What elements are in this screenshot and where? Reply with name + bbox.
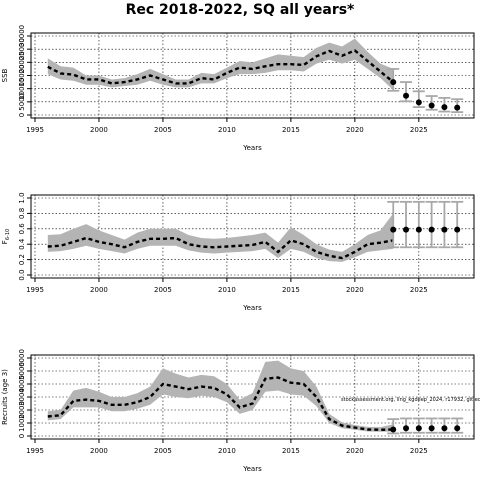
y-tick-label: 4000 xyxy=(18,375,26,393)
y-tick-label: 0.6 xyxy=(18,223,26,235)
forecast-2027 xyxy=(438,417,451,434)
forecast-point xyxy=(390,426,397,433)
x-tick-label: 2015 xyxy=(282,447,300,455)
panel-ssb: 1995 2000 2005 2010 2015 2020 2025 0 50001000015… xyxy=(1,25,475,152)
x-tick-label: 2000 xyxy=(90,286,108,294)
forecast-point xyxy=(454,425,461,432)
x-tick-label: 2025 xyxy=(410,286,428,294)
y-tick-label: 2000 xyxy=(18,401,26,419)
y-tick-label: 0.4 xyxy=(18,238,26,250)
estimate-line xyxy=(47,49,394,85)
y-tick-label: 0 xyxy=(18,113,26,117)
y-axis-label: SSB xyxy=(1,68,9,82)
estimate-line xyxy=(47,376,394,431)
forecast-2028 xyxy=(451,417,464,434)
forecast-point xyxy=(390,226,397,233)
x-axis-label: Years xyxy=(242,465,262,473)
y-tick-label: 3000 xyxy=(18,388,26,406)
forecast-point xyxy=(441,226,448,233)
forecast-point xyxy=(441,425,448,432)
confidence-band xyxy=(47,38,394,90)
y-tick-label: 5000 xyxy=(18,362,26,380)
forecast-point xyxy=(390,79,397,86)
forecast-2026 xyxy=(425,200,438,249)
x-tick-label: 2005 xyxy=(154,126,172,134)
forecast-point xyxy=(415,425,422,432)
forecast-2025 xyxy=(412,90,425,108)
forecast-2024 xyxy=(400,417,413,434)
annotation-text: stockassessment.org, ling_kgdeep_2024, r… xyxy=(341,397,480,403)
plot-frame xyxy=(30,194,475,279)
y-tick-label: 0.8 xyxy=(18,208,26,219)
forecast-2027 xyxy=(438,200,451,249)
forecast-2023 xyxy=(387,418,400,435)
forecast-2028 xyxy=(451,200,464,249)
x-tick-label: 2005 xyxy=(154,447,172,455)
forecast-2025 xyxy=(412,417,425,434)
y-tick-label: 0.0 xyxy=(18,269,26,280)
x-tick-label: 2015 xyxy=(282,126,300,134)
x-axis-label: Years xyxy=(242,144,262,152)
x-tick-label: 2025 xyxy=(410,447,428,455)
y-tick-label: 6000 xyxy=(18,349,26,367)
forecast-point xyxy=(415,99,422,106)
forecast-point xyxy=(415,226,422,233)
y-axis-label-subscript: 6-10 xyxy=(5,229,11,240)
y-tick-label: 0.2 xyxy=(18,254,26,265)
confidence-band xyxy=(47,213,394,262)
panel-recruits: 1995 2000 2005 2010 2015 2020 2025010002000300… xyxy=(1,349,475,473)
forecast-point xyxy=(428,425,435,432)
x-tick-label: 2020 xyxy=(346,126,364,134)
forecast-2026 xyxy=(425,417,438,434)
x-tick-label: 2000 xyxy=(90,126,108,134)
forecast-point xyxy=(403,226,410,233)
y-tick-label: 1.0 xyxy=(18,192,26,203)
forecast-point xyxy=(403,92,410,99)
forecast-point xyxy=(428,226,435,233)
forecast-2023 xyxy=(387,200,400,249)
forecast-point xyxy=(428,102,435,109)
estimate-line xyxy=(47,236,394,260)
x-tick-label: 1995 xyxy=(26,286,44,294)
x-tick-label: 2010 xyxy=(218,447,236,455)
x-tick-label: 1995 xyxy=(26,126,44,134)
x-tick-label: 2010 xyxy=(218,126,236,134)
forecast-2028 xyxy=(451,98,464,114)
x-tick-label: 2000 xyxy=(90,447,108,455)
x-tick-label: 2015 xyxy=(282,286,300,294)
x-axis-label: Years xyxy=(242,304,262,312)
y-tick-label: 20000 xyxy=(18,51,26,73)
x-tick-label: 2005 xyxy=(154,286,172,294)
y-tick-label: 5000 xyxy=(18,93,26,111)
x-tick-label: 2020 xyxy=(346,447,364,455)
figure-title: Rec 2018-2022, SQ all years* xyxy=(125,2,355,18)
x-tick-label: 2025 xyxy=(410,126,428,134)
y-tick-label: 30000 xyxy=(18,25,26,47)
y-tick-label: 15000 xyxy=(18,64,26,86)
y-axis-label: F6-10 xyxy=(1,229,11,244)
panel-fbar: 1995 2000 2005 2010 2015 2020 2025 0.0 0.2 0.4 0.6… xyxy=(1,192,475,312)
y-tick-label: 1000 xyxy=(18,414,26,432)
forecast-point xyxy=(454,226,461,233)
x-tick-label: 2010 xyxy=(218,286,236,294)
forecast-point xyxy=(403,425,410,432)
y-axis-label: Recruits (age 3) xyxy=(1,369,9,425)
forecast-2023 xyxy=(387,68,400,92)
x-tick-label: 2020 xyxy=(346,286,364,294)
forecast-2024 xyxy=(400,200,413,249)
forecast-point xyxy=(441,104,448,111)
y-tick-label: 10000 xyxy=(18,78,26,100)
forecast-2024 xyxy=(400,81,413,103)
forecast-2027 xyxy=(438,96,451,113)
y-tick-label: 0 xyxy=(18,434,26,438)
y-tick-label: 25000 xyxy=(18,38,26,60)
forecast-2026 xyxy=(425,95,438,111)
forecast-point xyxy=(454,104,461,111)
forecast-2025 xyxy=(412,200,425,249)
confidence-band xyxy=(47,360,394,432)
x-tick-label: 1995 xyxy=(26,447,44,455)
